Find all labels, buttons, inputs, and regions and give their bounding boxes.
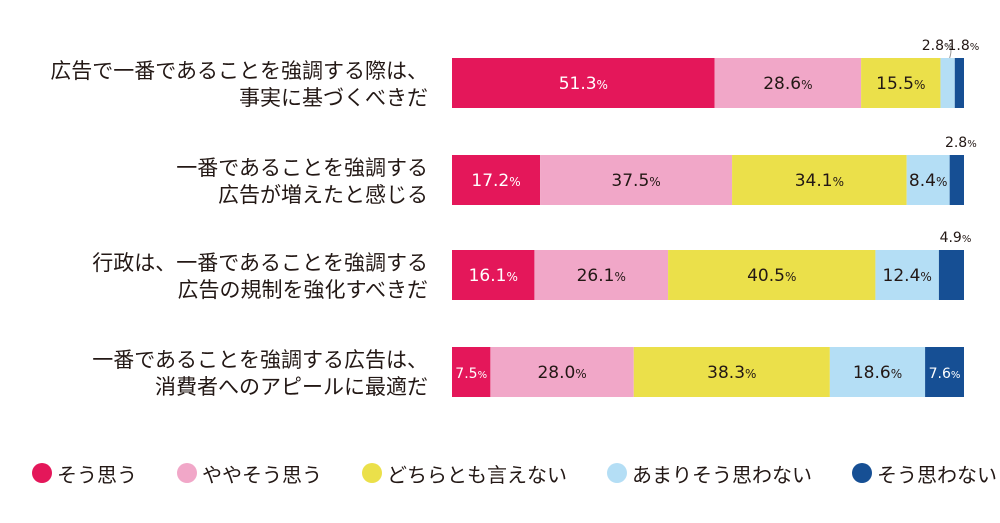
- bar-segment: [938, 250, 964, 300]
- value-label: 1.8%: [948, 38, 980, 54]
- bar-segment: [875, 250, 939, 300]
- category-label: 事実に基づくべきだ: [239, 86, 428, 110]
- bar-segment: [861, 58, 941, 108]
- legend-label: ややそう思う: [202, 462, 322, 487]
- value-label: 4.9%: [940, 230, 972, 246]
- value-label: 38.3%: [707, 363, 756, 383]
- legend-label: あまりそう思わない: [632, 462, 812, 487]
- legend-label: どちらとも言えない: [387, 462, 567, 487]
- value-label: 7.6%: [929, 366, 961, 382]
- bar-segment: [714, 58, 862, 108]
- stacked-bar-chart: 広告で一番であることを強調する際は、事実に基づくべきだ 51.3% 28.6% 15.…: [50, 38, 980, 399]
- value-label: 2.8%: [945, 135, 977, 151]
- bar-segment: [490, 347, 634, 397]
- bar-segment: [540, 155, 733, 205]
- category-label: 消費者へのアピールに最適だ: [155, 375, 428, 399]
- value-label: 2.8%: [922, 38, 954, 54]
- legend-item: どちらとも言えない: [362, 459, 567, 488]
- value-label: 7.5%: [455, 366, 487, 382]
- legend: そう思う ややそう思う どちらとも言えない あまりそう思わない そう思わない: [32, 459, 997, 488]
- legend-item: ややそう思う: [177, 459, 322, 488]
- category-label: 広告の規制を強化すべきだ: [177, 278, 428, 302]
- legend-swatch: [177, 463, 197, 483]
- category-label: 一番であることを強調する広告は、: [92, 348, 428, 372]
- legend-label: そう思わない: [877, 462, 997, 487]
- value-label: 12.4%: [883, 266, 932, 286]
- value-label: 40.5%: [747, 266, 796, 286]
- bar-segment: [732, 155, 907, 205]
- bar-segment: [534, 250, 669, 300]
- bar-segment: [954, 58, 964, 108]
- value-label: 37.5%: [611, 171, 660, 191]
- legend-swatch: [362, 463, 382, 483]
- value-label: 28.0%: [537, 363, 586, 383]
- value-label: 15.5%: [876, 74, 925, 94]
- bar-segment: [949, 155, 964, 205]
- category-label: 一番であることを強調する: [176, 156, 428, 180]
- value-label: 28.6%: [763, 74, 812, 94]
- legend-swatch: [32, 463, 52, 483]
- bar-segment: [452, 155, 541, 205]
- leader-line: [945, 43, 952, 59]
- value-label: 34.1%: [795, 171, 844, 191]
- legend-label: そう思う: [57, 462, 137, 487]
- legend-item: あまりそう思わない: [607, 459, 812, 488]
- bar-segment: [829, 347, 926, 397]
- bar-segment: [668, 250, 876, 300]
- value-label: 18.6%: [853, 363, 902, 383]
- value-label: 17.2%: [471, 171, 520, 191]
- bar-segment: [452, 58, 715, 108]
- value-label: 26.1%: [577, 266, 626, 286]
- bar-segment: [452, 250, 535, 300]
- category-label: 行政は、一番であることを強調する: [92, 251, 428, 275]
- bar-segment: [633, 347, 830, 397]
- value-label: 16.1%: [469, 266, 518, 286]
- bar-segment: [940, 58, 955, 108]
- bar-segment: [925, 347, 964, 397]
- bar-segment: [452, 347, 491, 397]
- category-label: 広告が増えたと感じる: [218, 183, 428, 207]
- legend-item: そう思わない: [852, 459, 997, 488]
- value-label: 8.4%: [909, 171, 947, 191]
- legend-item: そう思う: [32, 459, 137, 488]
- legend-swatch: [852, 463, 872, 483]
- bar-segment: [906, 155, 950, 205]
- legend-swatch: [607, 463, 627, 483]
- category-label: 広告で一番であることを強調する際は、: [50, 59, 428, 83]
- value-label: 51.3%: [559, 74, 608, 94]
